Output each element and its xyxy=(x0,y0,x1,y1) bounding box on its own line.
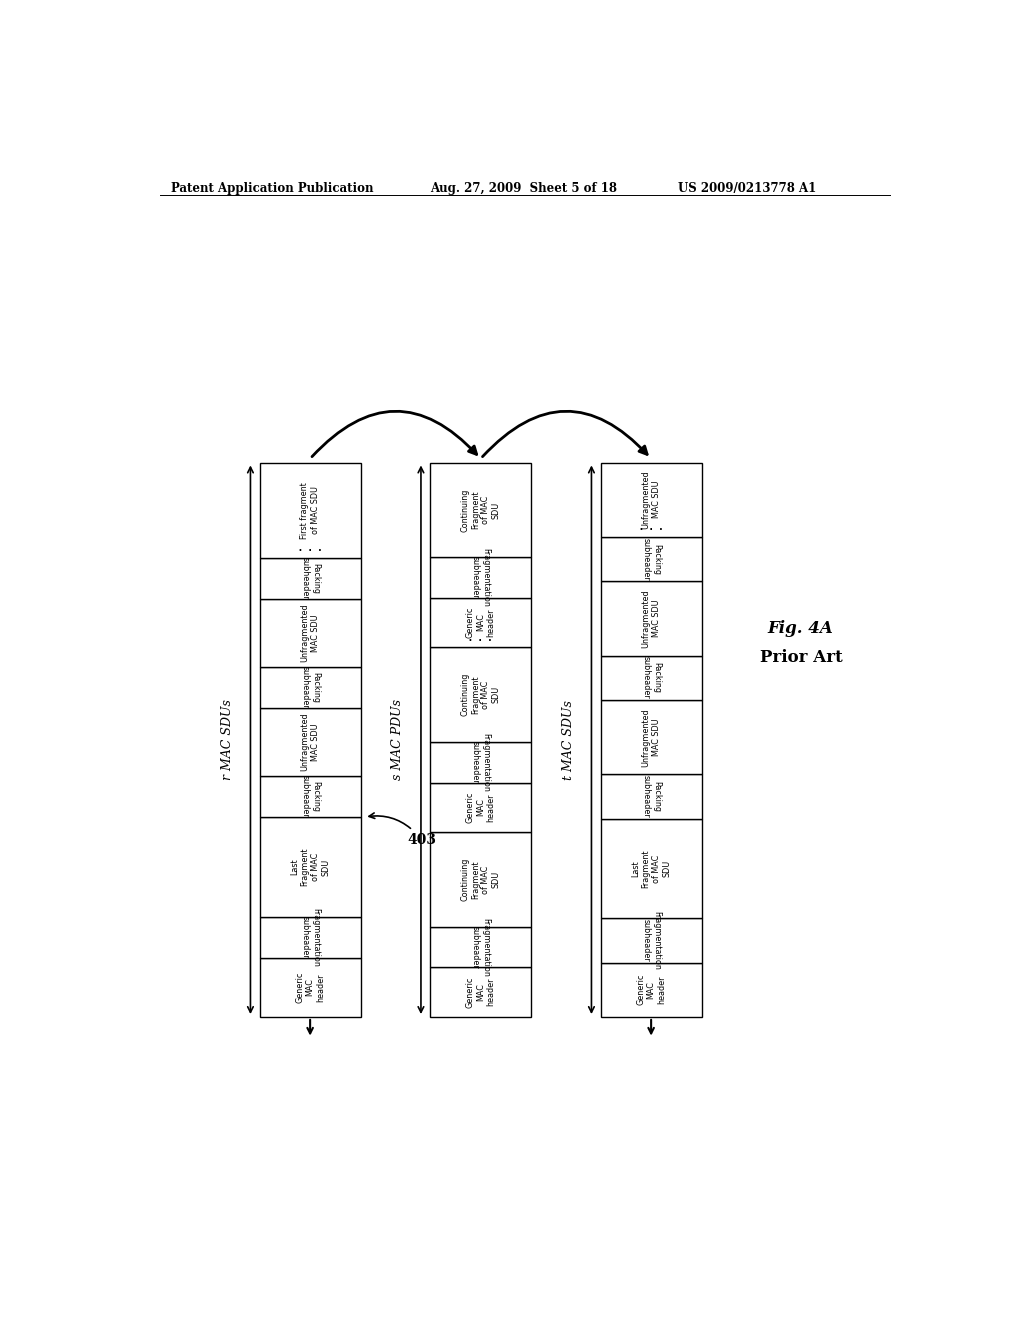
Bar xyxy=(430,647,531,742)
Bar xyxy=(601,462,701,537)
Bar xyxy=(601,581,701,656)
Text: . . .: . . . xyxy=(468,628,493,644)
Text: Packing
subheader: Packing subheader xyxy=(641,775,660,818)
Text: US 2009/0213778 A1: US 2009/0213778 A1 xyxy=(678,182,816,194)
Text: . . .: . . . xyxy=(298,539,323,554)
Text: Unfragmented
MAC SDU: Unfragmented MAC SDU xyxy=(300,713,319,771)
Text: Fragmentation
subheader: Fragmentation subheader xyxy=(471,917,490,977)
Bar xyxy=(430,832,531,927)
Text: Unfragmented
MAC SDU: Unfragmented MAC SDU xyxy=(300,603,319,663)
Bar xyxy=(430,927,531,968)
Text: . . .: . . . xyxy=(639,517,664,533)
Bar xyxy=(430,557,531,598)
Bar xyxy=(430,598,531,647)
Text: Packing
subheader: Packing subheader xyxy=(641,537,660,581)
Text: Packing
subheader: Packing subheader xyxy=(300,557,319,599)
Text: Fig. 4A: Fig. 4A xyxy=(767,619,834,636)
Text: Packing
subheader: Packing subheader xyxy=(300,667,319,709)
Bar xyxy=(430,968,531,1016)
Text: Continuing
Fragment
of MAC
SDU: Continuing Fragment of MAC SDU xyxy=(461,488,501,532)
Bar xyxy=(601,962,701,1016)
Text: Prior Art: Prior Art xyxy=(760,649,843,665)
Bar xyxy=(601,700,701,775)
Text: Continuing
Fragment
of MAC
SDU: Continuing Fragment of MAC SDU xyxy=(461,858,501,902)
Text: Last
Fragment
of MAC
SDU: Last Fragment of MAC SDU xyxy=(290,847,330,886)
FancyArrowPatch shape xyxy=(312,412,476,457)
Bar xyxy=(601,775,701,818)
Text: Packing
subheader: Packing subheader xyxy=(300,775,319,818)
Text: Generic
MAC
header: Generic MAC header xyxy=(466,977,496,1008)
Bar xyxy=(430,742,531,783)
Text: t MAC SDUs: t MAC SDUs xyxy=(562,700,574,780)
Bar xyxy=(260,462,360,558)
Text: Fragmentation
subheader: Fragmentation subheader xyxy=(471,548,490,607)
Bar xyxy=(260,776,360,817)
Bar xyxy=(260,958,360,1016)
Bar xyxy=(260,558,360,599)
Text: Generic
MAC
header: Generic MAC header xyxy=(466,792,496,824)
Text: s MAC PDUs: s MAC PDUs xyxy=(391,700,404,780)
Bar xyxy=(430,462,531,557)
Bar xyxy=(601,537,701,581)
Bar xyxy=(260,599,360,667)
Text: Generic
MAC
header: Generic MAC header xyxy=(466,607,496,639)
Text: Fragmentation
subheader: Fragmentation subheader xyxy=(300,908,319,966)
Text: Fragmentation
subheader: Fragmentation subheader xyxy=(641,911,660,970)
Text: Continuing
Fragment
of MAC
SDU: Continuing Fragment of MAC SDU xyxy=(461,673,501,717)
Text: Generic
MAC
header: Generic MAC header xyxy=(295,972,325,1003)
Text: r MAC SDUs: r MAC SDUs xyxy=(221,700,233,780)
Text: Generic
MAC
header: Generic MAC header xyxy=(636,974,666,1006)
Bar xyxy=(260,917,360,958)
Text: Last
Fragment
of MAC
SDU: Last Fragment of MAC SDU xyxy=(631,849,671,888)
Text: Unfragmented
MAC SDU: Unfragmented MAC SDU xyxy=(641,589,660,648)
Text: First fragment
of MAC SDU: First fragment of MAC SDU xyxy=(300,482,319,539)
Text: Unfragmented
MAC SDU: Unfragmented MAC SDU xyxy=(641,470,660,529)
Text: Patent Application Publication: Patent Application Publication xyxy=(171,182,373,194)
Bar xyxy=(260,817,360,917)
FancyArrowPatch shape xyxy=(482,412,647,457)
Text: Packing
subheader: Packing subheader xyxy=(641,656,660,700)
Text: Fragmentation
subheader: Fragmentation subheader xyxy=(471,733,490,792)
Bar xyxy=(601,917,701,962)
Bar xyxy=(601,818,701,917)
Text: Unfragmented
MAC SDU: Unfragmented MAC SDU xyxy=(641,708,660,767)
Bar xyxy=(430,783,531,832)
Text: 403: 403 xyxy=(369,813,436,847)
Bar xyxy=(260,667,360,708)
Text: Aug. 27, 2009  Sheet 5 of 18: Aug. 27, 2009 Sheet 5 of 18 xyxy=(430,182,617,194)
Bar xyxy=(260,708,360,776)
Bar xyxy=(601,656,701,700)
